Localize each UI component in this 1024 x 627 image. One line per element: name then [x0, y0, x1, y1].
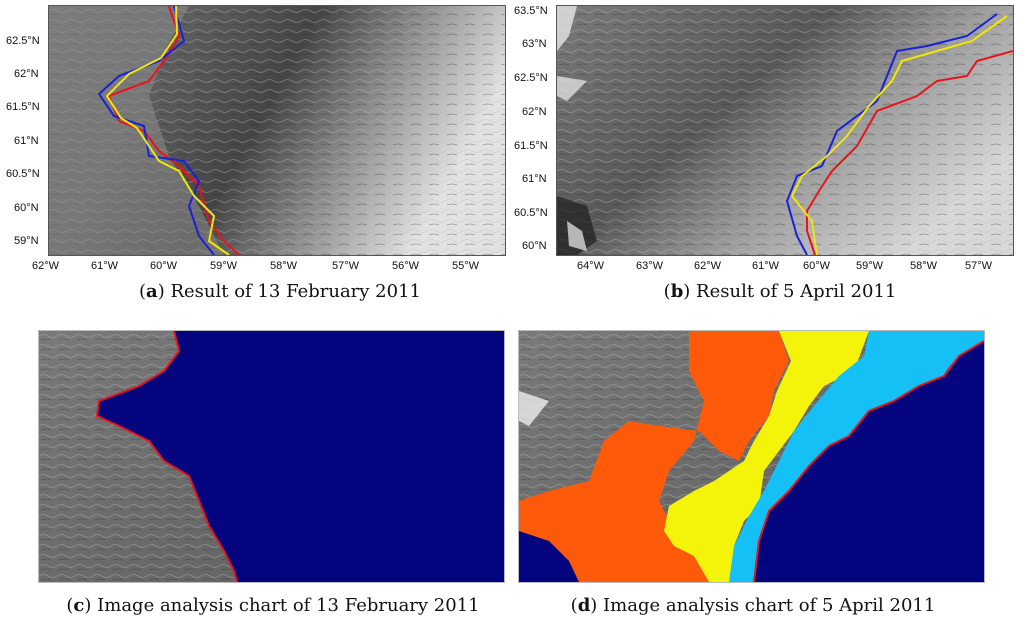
y-tick-a-5: 60°N: [14, 202, 39, 214]
x-tick-b-0: 64°W: [577, 260, 605, 272]
x-tick-a-7: 55°W: [452, 260, 480, 272]
caption-text-b: Result of 5 April 2011: [696, 281, 897, 302]
x-tick-b-7: 57°W: [965, 260, 993, 272]
caption-letter-d: d: [577, 595, 591, 616]
x-tick-a-3: 59°W: [210, 260, 238, 272]
y-tick-b-0: 63.5°N: [514, 5, 548, 17]
caption-letter-a: a: [146, 281, 158, 302]
ice-edge-blue-line-a: [97, 6, 215, 255]
caption-d: (d) Image analysis chart of 5 April 2011: [570, 595, 936, 616]
y-tick-b-2: 62.5°N: [514, 72, 548, 84]
y-tick-a-1: 62°N: [14, 68, 39, 80]
ice-edge-yellow-line-b: [790, 15, 1008, 255]
ice-edge-yellow-line-a: [105, 6, 230, 255]
y-tick-a-0: 62.5°N: [6, 35, 40, 47]
ice-edge-red-line-b: [806, 50, 1013, 255]
x-tick-b-6: 58°W: [910, 260, 938, 272]
y-tick-b-1: 63°N: [522, 38, 547, 50]
x-tick-b-2: 62°W: [694, 260, 722, 272]
ice-edge-red-line-c: [95, 331, 238, 582]
x-tick-a-5: 57°W: [332, 260, 360, 272]
open-water-region-d: [754, 341, 984, 582]
open-water-small-d: [519, 531, 579, 582]
y-tick-a-3: 61°N: [14, 135, 39, 147]
analysis-chart-d: [518, 330, 985, 583]
analysis-chart-c: [38, 330, 505, 583]
sar-image-b: [556, 5, 1014, 256]
caption-a: (a) Result of 13 February 2011: [139, 281, 421, 302]
caption-text-d: Image analysis chart of 5 April 2011: [603, 595, 936, 616]
sar-image-a: [48, 5, 506, 256]
y-tick-a-6: 59°N: [14, 235, 39, 247]
x-tick-b-1: 63°W: [636, 260, 664, 272]
caption-text-a: Result of 13 February 2011: [170, 281, 421, 302]
ice-region-orange-d: [519, 331, 789, 582]
caption-letter-b: b: [670, 281, 684, 302]
y-tick-b-5: 61°N: [522, 173, 547, 185]
y-tick-b-3: 62°N: [522, 106, 547, 118]
x-tick-a-6: 56°W: [392, 260, 420, 272]
x-tick-a-1: 61°W: [91, 260, 119, 272]
y-tick-b-6: 60.5°N: [514, 207, 548, 219]
caption-text-c: Image analysis chart of 13 February 2011: [97, 595, 480, 616]
caption-c: (c) Image analysis chart of 13 February …: [66, 595, 480, 616]
x-tick-a-4: 58°W: [270, 260, 298, 272]
open-water-region-c: [97, 331, 504, 582]
y-tick-b-4: 61.5°N: [514, 140, 548, 152]
caption-b: (b) Result of 5 April 2011: [663, 281, 897, 302]
ice-region-yellow-d: [664, 331, 869, 582]
caption-letter-c: c: [73, 595, 85, 616]
ice-edge-blue-line-b: [785, 13, 998, 255]
y-tick-a-4: 60.5°N: [6, 168, 40, 180]
x-tick-b-3: 61°W: [752, 260, 780, 272]
x-tick-a-2: 60°W: [150, 260, 178, 272]
y-tick-b-7: 60°N: [522, 240, 547, 252]
x-tick-a-0: 62°W: [32, 260, 60, 272]
ice-edge-red-line-d: [753, 340, 984, 582]
y-tick-a-2: 61.5°N: [6, 101, 40, 113]
x-tick-b-4: 60°W: [803, 260, 831, 272]
x-tick-b-5: 59°W: [856, 260, 884, 272]
